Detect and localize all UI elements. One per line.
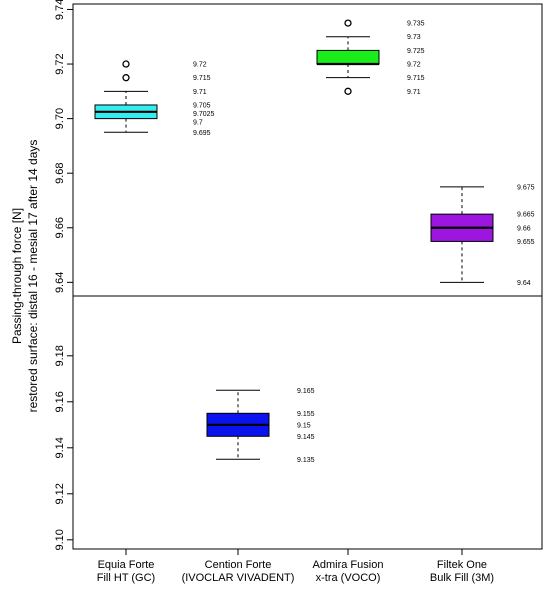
value-label: 9.665	[517, 212, 535, 219]
value-label: 9.7	[193, 119, 203, 126]
value-label: 9.705	[193, 102, 211, 109]
x-axis: Equia Forte Fill HT (GC) Cention Forte (…	[97, 549, 494, 584]
value-label: 9.715	[407, 75, 425, 82]
y-tick-label: 9.68	[54, 162, 66, 183]
bottom-panel-frame	[72, 295, 543, 550]
value-label: 9.675	[517, 184, 535, 191]
outlier-point	[344, 19, 352, 27]
category-label-line2: x-tra (VOCO)	[316, 572, 381, 584]
category-label-line2: Fill HT (GC)	[97, 572, 155, 584]
value-label: 9.71	[407, 89, 421, 96]
category-label-line2: Bulk Fill (3M)	[430, 572, 494, 584]
value-label: 9.7025	[193, 111, 215, 118]
value-label: 9.72	[193, 62, 207, 69]
value-label: 9.64	[517, 280, 531, 287]
y-axis-title-line2: restored surface: distal 16 - mesial 17 …	[26, 140, 40, 413]
box-marks: 9.729.7159.719.7059.70259.79.6959.1659.1…	[94, 19, 535, 464]
y-tick-label: 9.72	[54, 53, 66, 74]
value-label: 9.66	[517, 225, 531, 232]
y-axis-bottom: 9.10 9.12 9.14 9.16 9.18	[54, 345, 73, 551]
y-tick-label: 9.74	[54, 0, 66, 20]
box-series-2: 9.735 9.73 9.725 9.72 9.715 9.71	[316, 19, 425, 96]
y-tick-label: 9.18	[54, 345, 66, 366]
value-label: 9.72	[407, 62, 421, 69]
value-label: 9.655	[517, 239, 535, 246]
value-label: 9.71	[193, 89, 207, 96]
box-iqr	[316, 49, 380, 65]
value-label: 9.15	[297, 422, 311, 429]
value-label: 9.735	[407, 21, 425, 28]
category-label-line1: Cention Forte	[205, 559, 272, 571]
category-label-line1: Admira Fusion	[313, 559, 384, 571]
outlier-point	[344, 87, 352, 95]
value-label: 9.725	[407, 48, 425, 55]
y-axis-top: 9.64 9.66 9.68 9.70 9.72 9.74	[54, 0, 73, 293]
y-tick-label: 9.16	[54, 391, 66, 412]
y-tick-label: 9.70	[54, 108, 66, 129]
value-label: 9.145	[297, 434, 315, 441]
category-label-line1: Filtek One	[437, 559, 487, 571]
y-axis-title-line1: Passing-through force [N]	[10, 208, 24, 344]
y-tick-label: 9.64	[54, 272, 66, 293]
category-label-line1: Equia Forte	[98, 559, 155, 571]
value-label: 9.135	[297, 457, 315, 464]
value-label: 9.715	[193, 75, 211, 82]
value-label: 9.165	[297, 388, 315, 395]
outlier-point	[122, 74, 130, 82]
category-label-line2: (IVOCLAR VIVADENT)	[182, 572, 295, 584]
bottom-panel	[72, 295, 543, 550]
value-label: 9.73	[407, 34, 421, 41]
value-label: 9.695	[193, 130, 211, 137]
y-tick-label: 9.66	[54, 217, 66, 238]
box-series-1: 9.165 9.155 9.15 9.145 9.135	[206, 388, 315, 464]
y-tick-label: 9.14	[54, 437, 66, 458]
value-label: 9.155	[297, 411, 315, 418]
y-tick-label: 9.10	[54, 529, 66, 550]
outlier-point	[122, 60, 130, 68]
box-series-3: 9.675 9.665 9.66 9.655 9.64	[430, 184, 535, 287]
y-tick-label: 9.12	[54, 483, 66, 504]
